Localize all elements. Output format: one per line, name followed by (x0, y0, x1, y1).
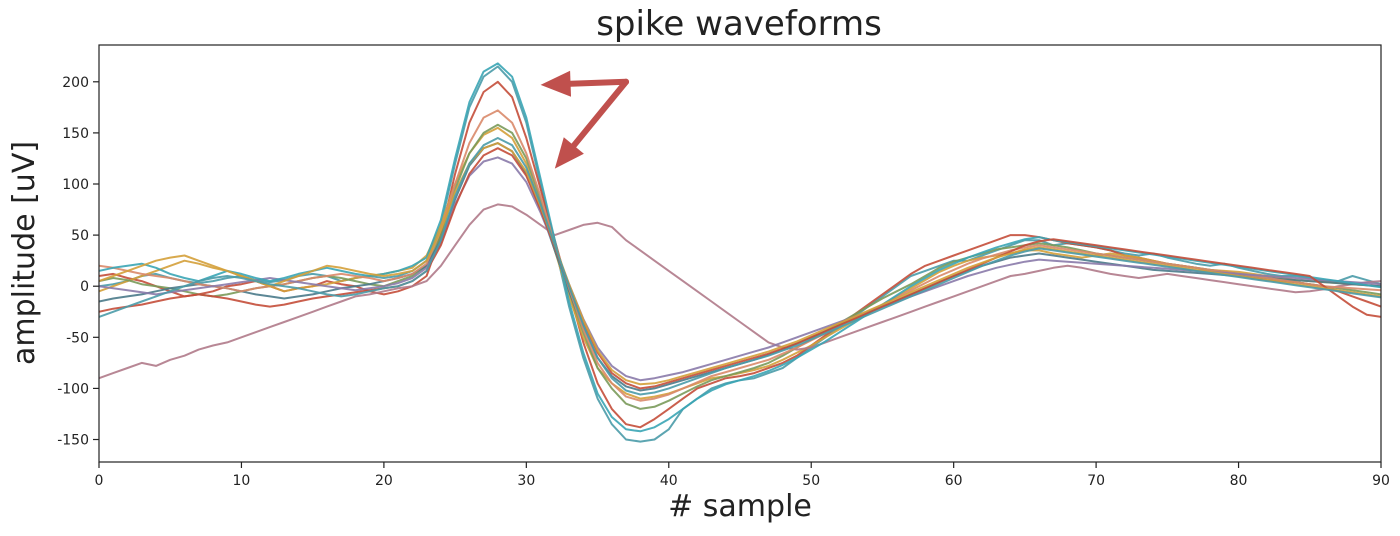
x-tick-label: 0 (95, 473, 104, 489)
y-tick-label: 50 (71, 228, 89, 244)
waveform-line-5 (99, 203, 1381, 380)
waveform-line-11 (99, 142, 1381, 386)
x-tick-label: 50 (802, 473, 820, 489)
y-tick-label: 150 (62, 126, 89, 142)
y-tick-label: -50 (66, 330, 89, 346)
waveform-line-10 (99, 147, 1381, 390)
x-tick-label: 90 (1372, 473, 1390, 489)
waveform-line-7 (99, 109, 1381, 402)
y-tick-label: 0 (80, 279, 89, 295)
y-axis-label: amplitude [uV] (7, 141, 42, 365)
x-tick-label: 60 (945, 473, 963, 489)
waveform-lines (99, 62, 1381, 443)
x-tick-label: 40 (660, 473, 678, 489)
y-tick-label: -100 (57, 381, 89, 397)
y-tick-label: 100 (62, 177, 89, 193)
x-axis: 0 10 20 30 40 50 60 70 80 90 (95, 462, 1390, 489)
x-axis-label: # sample (668, 489, 812, 524)
x-tick-label: 70 (1087, 473, 1105, 489)
chart-title: spike waveforms (596, 4, 882, 44)
plot-frame (98, 44, 1382, 463)
annotation-arrows (540, 70, 630, 169)
x-tick-label: 80 (1230, 473, 1248, 489)
y-axis: -150 -100 -50 0 50 100 150 200 (57, 75, 99, 449)
waveform-line-12 (99, 137, 1381, 396)
waveform-line-1 (99, 65, 1381, 443)
annotation-arrow-2 (554, 78, 630, 169)
y-tick-label: -150 (57, 433, 89, 449)
annotation-arrow-1 (540, 70, 630, 97)
x-tick-label: 20 (375, 473, 393, 489)
waveform-line-2 (99, 80, 1381, 429)
waveform-line-8 (99, 156, 1381, 382)
x-tick-label: 30 (517, 473, 535, 489)
x-tick-label: 10 (233, 473, 251, 489)
y-tick-label: 200 (62, 75, 89, 91)
